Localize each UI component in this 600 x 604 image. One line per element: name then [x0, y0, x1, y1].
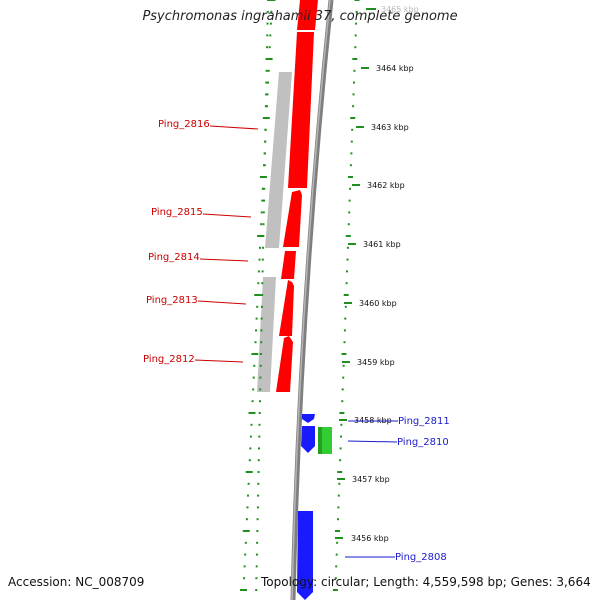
gene-label[interactable]: Ping_2816	[158, 119, 210, 130]
gene-leader-line	[199, 258, 249, 262]
gene-arrow-forward	[281, 251, 296, 279]
gene-label[interactable]: Ping_2811	[398, 416, 450, 427]
scale-label: 3464 kbp	[376, 64, 414, 73]
gene-leader-line	[194, 359, 244, 363]
gene-label[interactable]: Ping_2812	[143, 354, 195, 365]
genes-label: Genes:	[510, 575, 553, 589]
gene-label[interactable]: Ping_2814	[148, 252, 200, 263]
length-value: 4,559,598 bp	[422, 575, 503, 589]
gene-arrow-forward	[276, 336, 293, 392]
gene-label[interactable]: Ping_2813	[146, 295, 198, 306]
gene-labels-right: Ping_2811 Ping_2810 Ping_2808	[345, 416, 450, 563]
gene-leader-line	[197, 300, 247, 305]
genome-stats: Topology: circular; Length: 4,559,598 bp…	[261, 575, 591, 589]
gene-label[interactable]: Ping_2808	[395, 552, 447, 563]
gene-arrow-forward	[279, 280, 294, 336]
topology-label: Topology:	[261, 575, 318, 589]
scale-label: 3462 kbp	[367, 181, 405, 190]
scale-label: 3457 kbp	[352, 475, 390, 484]
tick-track-mid	[255, 0, 269, 591]
gene-label[interactable]: Ping_2815	[151, 207, 203, 218]
tick-track-right	[332, 0, 360, 591]
rna-gene-shade	[318, 427, 322, 454]
scale-label: 3463 kbp	[371, 123, 409, 132]
scale-label: 3456 kbp	[351, 534, 389, 543]
genome-backbone-highlight	[291, 0, 331, 601]
scale-label: 3459 kbp	[357, 358, 395, 367]
accession-value: NC_008709	[75, 575, 145, 589]
gene-arrow-forward	[288, 32, 314, 188]
genome-title: Psychromonas ingrahamii 37, complete gen…	[142, 9, 458, 24]
gene-arrow-reverse	[297, 511, 313, 600]
gene-arrow-reverse	[301, 426, 315, 453]
accession-info: Accession: NC_008709	[8, 575, 144, 589]
gene-labels-left: Ping_2816 Ping_2815 Ping_2814 Ping_2813 …	[143, 119, 259, 365]
scale-label: 3460 kbp	[359, 299, 397, 308]
gene-arrow-reverse	[302, 414, 315, 423]
length-label: Length:	[373, 575, 419, 589]
genes-value: 3,664	[556, 575, 591, 589]
gene-arrow-forward	[283, 190, 302, 247]
gene-leader-line	[202, 213, 252, 218]
cds-bar	[265, 72, 292, 248]
genome-backbone	[290, 0, 334, 601]
gene-label[interactable]: Ping_2810	[397, 437, 449, 448]
scale-labels: 3465 kbp 3464 kbp 3463 kbp 3462 kbp 3461…	[335, 5, 419, 543]
accession-label: Accession:	[8, 575, 72, 589]
gene-leader-line	[347, 440, 398, 443]
cds-bar	[257, 277, 276, 392]
gene-arrow-forward	[297, 0, 318, 30]
scale-label: 3465 kbp	[381, 5, 419, 14]
gene-leader-line	[209, 125, 259, 130]
topology-value: circular	[320, 575, 366, 589]
scale-label: 3461 kbp	[363, 240, 401, 249]
